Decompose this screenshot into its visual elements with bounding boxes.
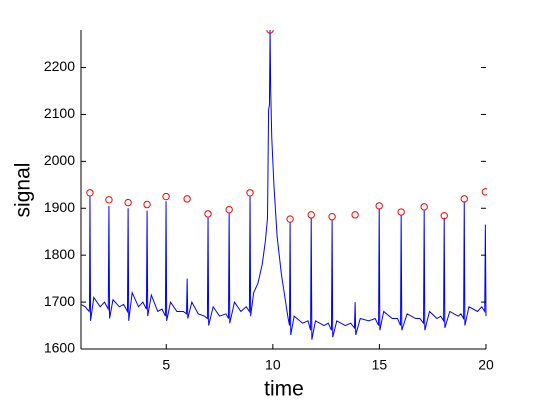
y-axis-label: signal [12, 163, 35, 218]
y-tick-label: 1600 [44, 340, 75, 356]
peak-marker [86, 189, 94, 197]
y-tick-label: 2000 [44, 152, 75, 168]
peak-marker [225, 205, 233, 214]
peak-marker [143, 200, 151, 209]
y-tick-label: 1700 [44, 293, 75, 309]
peak-marker [375, 202, 383, 210]
peak-marker [246, 189, 254, 197]
x-tick-label: 5 [162, 357, 170, 373]
x-axis-label: time [264, 378, 304, 401]
signal-line [81, 30, 487, 340]
peak-marker [183, 195, 191, 203]
peak-marker [440, 212, 448, 220]
peak-marker [307, 211, 315, 219]
peak-marker [286, 215, 294, 223]
peak-marker [124, 198, 132, 207]
y-tick-label: 1900 [44, 199, 75, 215]
peak-marker [460, 195, 468, 203]
peak-marker [481, 188, 487, 196]
y-tick-label: 2100 [44, 105, 75, 121]
peak-marker [420, 203, 428, 211]
plot-area [81, 30, 487, 340]
x-tick-label: 20 [478, 357, 494, 373]
peak-marker [351, 211, 359, 219]
x-tick-label: 15 [372, 357, 388, 373]
y-tick-label: 2200 [44, 58, 75, 74]
x-tick-label: 10 [265, 357, 281, 373]
y-tick-label: 1800 [44, 246, 75, 262]
peak-marker [204, 210, 212, 218]
peak-marker [162, 192, 170, 201]
peak-marker [328, 213, 336, 221]
peak-marker [105, 196, 113, 204]
peak-marker [397, 208, 405, 216]
peak-marker [266, 30, 274, 34]
